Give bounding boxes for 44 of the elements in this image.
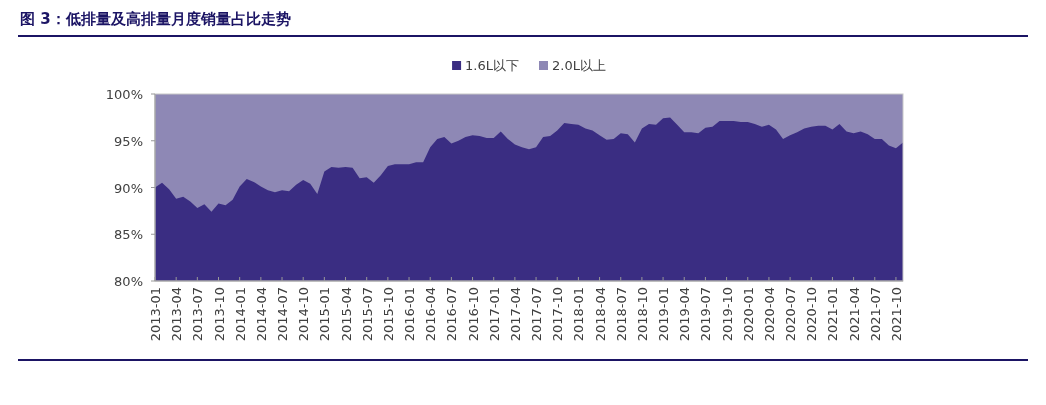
x-tick-label: 2018-10 [634,287,650,342]
y-tick-label: 95% [114,133,143,149]
y-tick-label: 80% [114,274,143,289]
x-tick-label: 2018-01 [571,287,587,342]
x-tick-label: 2017-07 [529,287,545,342]
x-tick-label: 2019-07 [698,287,714,342]
legend-label: 2.0L以上 [552,58,606,73]
x-tick-label: 2016-10 [465,287,481,342]
x-tick-label: 2021-01 [825,287,841,342]
x-tick-label: 2018-04 [592,287,608,342]
y-tick-label: 85% [114,227,143,243]
x-tick-label: 2020-10 [804,287,820,342]
x-tick-label: 2019-10 [719,287,735,342]
x-tick-label: 2014-10 [296,287,312,342]
x-tick-label: 2021-04 [846,287,862,342]
x-tick-label: 2021-07 [867,287,883,342]
x-tick-label: 2013-10 [211,287,227,342]
x-tick-label: 2013-01 [148,287,163,342]
x-tick-label: 2015-07 [359,287,375,342]
x-tick-label: 2014-01 [232,287,248,342]
x-tick-label: 2020-04 [761,287,777,342]
x-tick-label: 2018-07 [613,287,629,342]
x-tick-label: 2016-04 [423,287,439,342]
x-tick-label: 2020-07 [783,287,799,342]
x-tick-label: 2020-01 [740,287,756,342]
legend-label: 1.6L以下 [465,58,519,73]
y-tick-label: 100% [105,87,143,102]
x-tick-label: 2013-07 [190,287,206,342]
x-tick-label: 2017-04 [507,287,523,342]
chart-title: 图 3：低排量及高排量月度销量占比走势 [20,10,291,28]
x-tick-label: 2019-01 [656,287,672,342]
x-tick-label: 2016-01 [402,287,418,342]
x-tick-label: 2014-04 [253,287,269,342]
x-tick-label: 2017-01 [486,287,502,342]
y-tick-label: 90% [114,180,143,196]
x-tick-label: 2019-04 [677,287,693,342]
x-tick-label: 2015-01 [317,287,333,342]
x-tick-label: 2021-10 [888,287,904,342]
x-tick-label: 2015-10 [380,287,396,342]
x-tick-label: 2013-04 [169,287,185,342]
x-tick-label: 2014-07 [275,287,291,342]
x-tick-label: 2016-07 [444,287,460,342]
x-tick-label: 2017-10 [550,287,566,342]
x-tick-label: 2015-04 [338,287,354,342]
